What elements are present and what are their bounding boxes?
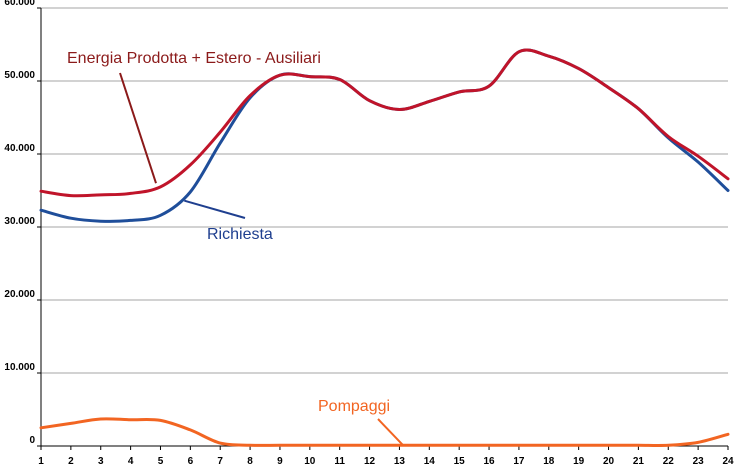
- annotation-pointer-pompaggi: [377, 418, 404, 446]
- series-line-2: [39, 417, 730, 448]
- annotation-pointer-richiesta: [184, 199, 246, 219]
- annotations: Energia Prodotta + Estero - Ausiliari Ri…: [67, 50, 404, 446]
- x-tick-labels: 1 2 3 4 5 6 7 8 9 10 11 12 13 14 15 16 17 18 19 20 21 22 23 24: [38, 446, 734, 467]
- series-line-0: [39, 48, 730, 198]
- x-tick-label-6: 7: [217, 456, 223, 467]
- x-tick-label-23: 24: [722, 456, 734, 467]
- y-tick-label-4: 40.000: [4, 143, 35, 154]
- annotation-pointer-energia: [119, 72, 157, 184]
- annotation-label-pompaggi: Pompaggi: [318, 398, 390, 415]
- x-tick-label-21: 22: [663, 456, 675, 467]
- x-tick-label-14: 15: [454, 456, 466, 467]
- x-tick-label-12: 13: [394, 456, 406, 467]
- x-tick-label-4: 5: [158, 456, 164, 467]
- x-tick-label-3: 4: [128, 456, 134, 467]
- x-tick-label-13: 14: [424, 456, 436, 467]
- x-tick-label-19: 20: [603, 456, 615, 467]
- x-tick-label-10: 11: [334, 456, 345, 467]
- x-tick-label-0: 1: [38, 456, 44, 467]
- annotation-label-richiesta: Richiesta: [207, 226, 273, 243]
- series-lines: [39, 48, 730, 448]
- x-tick-label-8: 9: [277, 456, 283, 467]
- y-tick-label-5: 50.000: [4, 70, 35, 81]
- y-tick-label-1: 10.000: [4, 362, 35, 373]
- x-tick-label-18: 19: [573, 456, 585, 467]
- y-tick-label-3: 30.000: [4, 216, 35, 227]
- x-tick-label-11: 12: [364, 456, 376, 467]
- x-tick-label-9: 10: [304, 456, 316, 467]
- y-tick-label-6: 60.000: [4, 0, 35, 8]
- x-tick-label-2: 3: [98, 456, 104, 467]
- x-tick-label-20: 21: [633, 456, 645, 467]
- y-tick-label-0: 0: [29, 435, 35, 446]
- annotation-label-energia: Energia Prodotta + Estero - Ausiliari: [67, 50, 321, 67]
- x-tick-label-22: 23: [693, 456, 705, 467]
- grid-lines: [41, 7, 728, 374]
- y-tick-label-2: 20.000: [4, 289, 35, 300]
- x-tick-label-16: 17: [513, 456, 525, 467]
- x-tick-label-5: 6: [188, 456, 194, 467]
- x-tick-label-7: 8: [247, 456, 253, 467]
- y-tick-labels: 0 10.000 20.000 30.000 40.000 50.000 60.000: [4, 0, 41, 447]
- x-tick-label-15: 16: [483, 456, 495, 467]
- x-tick-label-17: 18: [543, 456, 555, 467]
- x-tick-label-1: 2: [68, 456, 74, 467]
- series-line-1: [39, 48, 730, 223]
